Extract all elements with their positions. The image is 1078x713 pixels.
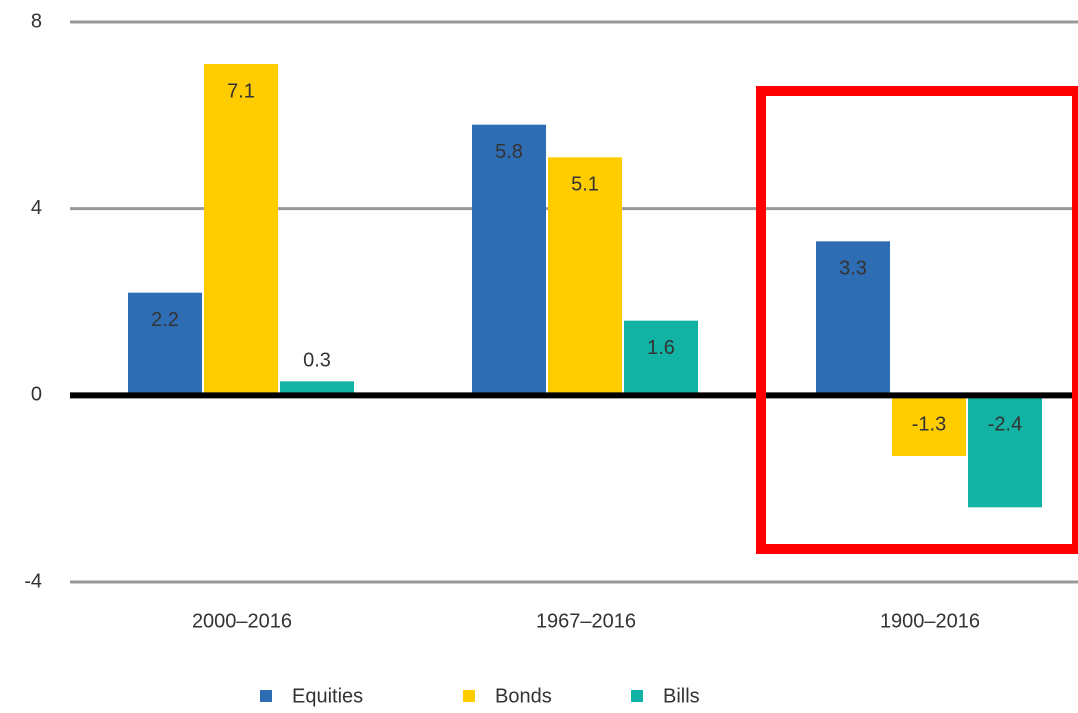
data-label: 5.1 bbox=[571, 174, 599, 196]
data-label: -1.3 bbox=[912, 414, 946, 436]
bar bbox=[816, 241, 890, 396]
bar bbox=[128, 292, 202, 396]
x-tick-label: 2000–2016 bbox=[192, 610, 292, 632]
x-tick-label: 1900–2016 bbox=[880, 610, 980, 632]
highlight-box bbox=[756, 86, 1078, 554]
bar bbox=[280, 381, 354, 396]
legend-label: Bonds bbox=[495, 685, 552, 707]
bar bbox=[968, 395, 1042, 508]
y-tick-label: 0 bbox=[31, 384, 42, 406]
bar bbox=[624, 320, 698, 396]
data-label: 5.8 bbox=[495, 141, 523, 163]
y-tick-label: 8 bbox=[31, 10, 42, 32]
legend-swatch bbox=[631, 690, 643, 702]
bar bbox=[548, 157, 622, 396]
legend-label: Bills bbox=[663, 685, 700, 707]
data-label: 7.1 bbox=[227, 80, 255, 102]
data-label: 2.2 bbox=[151, 309, 179, 331]
data-label: 3.3 bbox=[839, 258, 867, 280]
bar bbox=[472, 124, 546, 396]
y-tick-label: -4 bbox=[24, 570, 42, 592]
data-label: 1.6 bbox=[647, 337, 675, 359]
bar bbox=[892, 395, 966, 456]
data-label: 0.3 bbox=[303, 350, 331, 372]
x-tick-label: 1967–2016 bbox=[536, 610, 636, 632]
legend-swatch bbox=[463, 690, 475, 702]
y-tick-label: 4 bbox=[31, 197, 42, 219]
bar bbox=[204, 64, 278, 396]
data-label: -2.4 bbox=[988, 414, 1022, 436]
legend-label: Equities bbox=[292, 685, 363, 707]
legend-swatch bbox=[260, 690, 272, 702]
